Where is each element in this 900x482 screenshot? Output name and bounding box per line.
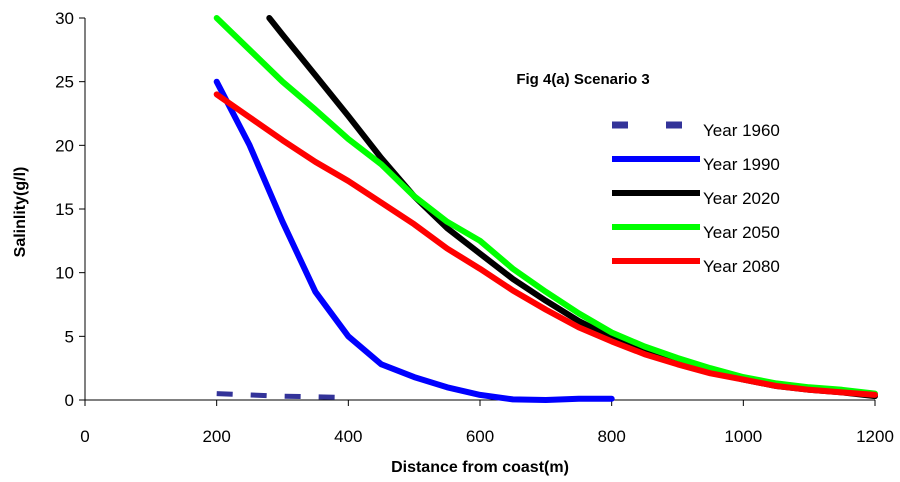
y-tick-label: 20: [55, 136, 74, 155]
legend-label: Year 1960: [703, 121, 780, 140]
y-tick-label: 30: [55, 9, 74, 28]
chart-title: Fig 4(a) Scenario 3: [516, 71, 649, 88]
y-tick-label: 0: [65, 391, 74, 410]
series-layer: [213, 15, 878, 403]
x-axis-title: Distance from coast(m): [391, 459, 569, 476]
series-line-year-1990: [213, 78, 615, 403]
x-tick-label: 600: [466, 427, 494, 446]
series-line-year-1960: [216, 391, 349, 400]
y-tick-label: 15: [55, 200, 74, 219]
y-axis-title: Salinlity(g/l): [12, 167, 29, 258]
legend: Year 1960 Year 1990 Year 2020 Year 2050 Year…: [612, 121, 780, 276]
x-tick-label: 1000: [724, 427, 762, 446]
series-line-year-2080: [213, 91, 878, 398]
chart-axes: 0 5 10 15 20 25 30 0 200 400 600 800 1000 1200: [55, 9, 894, 446]
x-tick-label: 1200: [856, 427, 894, 446]
legend-label: Year 2020: [703, 189, 780, 208]
legend-label: Year 2050: [703, 223, 780, 242]
x-tick-label: 200: [202, 427, 230, 446]
x-tick-label: 0: [80, 427, 89, 446]
x-tick-label: 400: [334, 427, 362, 446]
y-tick-label: 5: [65, 327, 74, 346]
legend-label: Year 2080: [703, 257, 780, 276]
legend-label: Year 1990: [703, 155, 780, 174]
y-tick-label: 10: [55, 264, 74, 283]
x-tick-label: 800: [597, 427, 625, 446]
y-tick-label: 25: [55, 73, 74, 92]
